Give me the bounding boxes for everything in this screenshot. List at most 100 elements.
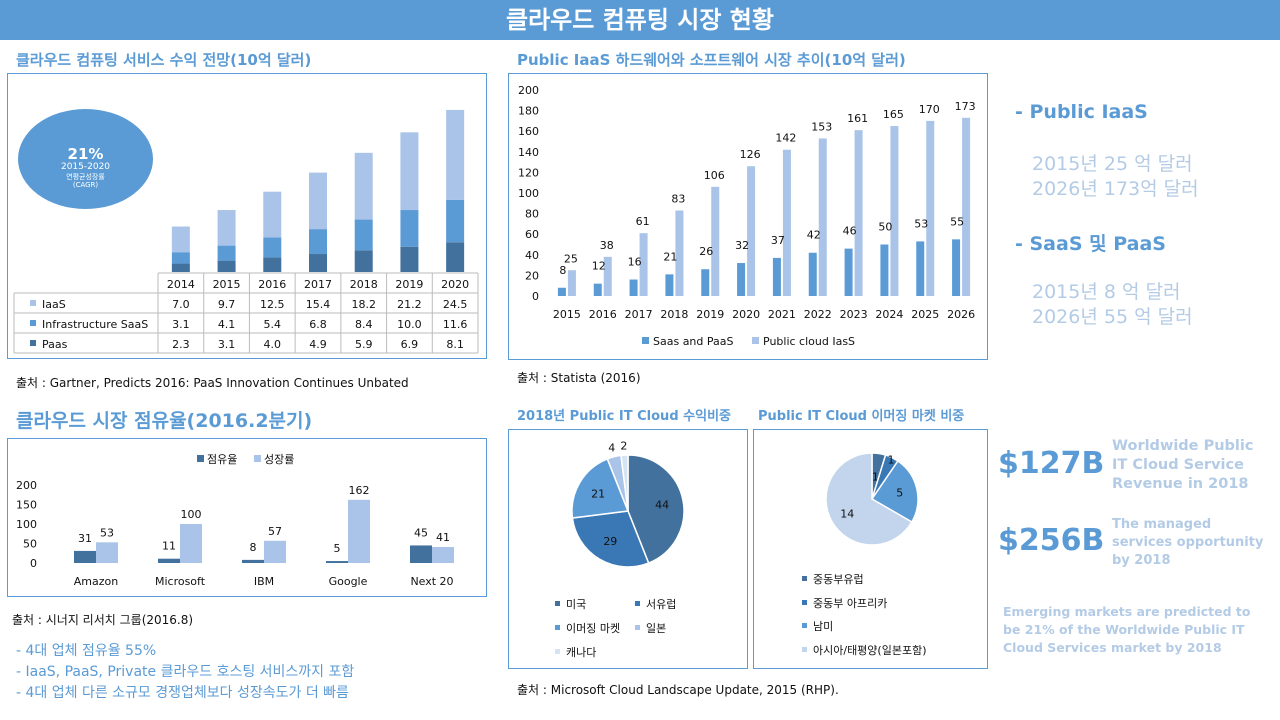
bar-infrastructure-saas [263, 237, 282, 258]
legend-swatch-saas-paas [642, 337, 649, 344]
bar-iaas [217, 210, 236, 246]
data-label-share: 5 [334, 542, 341, 555]
bar-growth [264, 540, 286, 563]
legend-label-public-cloud-iaas: Public cloud IasS [763, 335, 855, 348]
legend-swatch [555, 625, 560, 630]
x-tick-label: 2026 [947, 308, 975, 321]
data-label-saas-paas: 50 [878, 221, 892, 234]
data-label-growth: 41 [436, 531, 450, 544]
bar-public-cloud-iaas [711, 186, 720, 296]
bar-saas-paas [737, 263, 746, 296]
legend-label: 미국 [566, 598, 586, 611]
pie-value-label: 5 [896, 487, 903, 500]
bar-paas [171, 263, 190, 272]
bar-saas-paas [916, 241, 925, 296]
pie-value-label: 44 [655, 498, 669, 511]
y-tick-label: 160 [518, 125, 539, 138]
cagr-years: 2015-2020 [60, 162, 111, 172]
data-label-share: 11 [162, 540, 176, 553]
data-label-saas-paas: 32 [735, 239, 749, 252]
bar-public-cloud-iaas [747, 166, 756, 296]
y-tick-label: 120 [518, 166, 539, 179]
section4-title: 2018년 Public IT Cloud 수익비중 [517, 409, 731, 424]
table-value-label: 2.3 [172, 338, 190, 351]
bar-saas-paas [629, 279, 638, 296]
bar-saas-paas [772, 257, 781, 296]
stat1-label-line: IT Cloud Service [1112, 457, 1244, 473]
legend-swatch-public-cloud-iaas [752, 337, 759, 344]
table-year-label: 2019 [395, 278, 423, 291]
section3-source: 출처 : 시너지 리서치 그룹(2016.8) [12, 613, 194, 627]
cagr-value: 21% [67, 145, 104, 163]
bar-growth [96, 542, 118, 563]
x-tick-label: 2015 [553, 308, 581, 321]
table-value-label: 18.2 [351, 298, 376, 311]
pie-slice [571, 457, 630, 519]
pie-slice [620, 454, 629, 512]
bar-paas [354, 250, 373, 272]
pie-value-label: 1 [887, 454, 894, 467]
saas-side-line: 2026년 55 억 달러 [1032, 306, 1193, 328]
table-value-label: 3.1 [218, 338, 236, 351]
cagr-bubble: 21% 2015-2020 연평균성장률 (CAGR) [18, 109, 153, 209]
pie-value-label: 2 [620, 440, 627, 453]
legend-label-growth: 성장률 [264, 453, 294, 466]
bar-iaas [446, 109, 465, 200]
legend-label: 이머징 마켓 [566, 622, 620, 635]
bar-public-cloud-iaas [639, 233, 648, 296]
bar-paas [446, 242, 465, 272]
section3-title: 클라우드 시장 점유율(2016.2분기) [16, 410, 313, 432]
data-label-growth: 100 [181, 508, 202, 521]
bar-paas [309, 254, 327, 272]
table-series-label: IaaS [42, 298, 66, 311]
legend-swatch [635, 601, 640, 606]
bullet-item: - IaaS, PaaS, Private 클라우드 호스팅 서비스까지 포함 [16, 664, 355, 680]
data-label-growth: 57 [268, 525, 282, 538]
bar-infrastructure-saas [171, 252, 190, 264]
table-value-label: 3.1 [172, 318, 190, 331]
bar-paas [263, 257, 282, 272]
bar-iaas [171, 226, 190, 253]
table-value-label: 6.9 [401, 338, 419, 351]
bar-public-cloud-iaas [890, 126, 899, 296]
table-value-label: 4.1 [218, 318, 236, 331]
table-value-label: 8.4 [355, 318, 373, 331]
iaas-side-line: 2026년 173억 달러 [1032, 178, 1199, 200]
data-label-public-cloud-iaas: 170 [919, 103, 940, 116]
y-tick-label: 200 [16, 479, 37, 492]
legend-swatch [802, 647, 807, 652]
revenue-stacked-chart: 2014 2015 2016 2017 2018 2019 2020 IaaS 7.0 9.7 12… [13, 109, 479, 354]
bar-share [326, 561, 348, 563]
page-title: 클라우드 컴퓨팅 시장 현황 [506, 6, 774, 34]
bar-infrastructure-saas [354, 219, 373, 251]
bar-share [74, 550, 96, 563]
bar-public-cloud-iaas [782, 149, 791, 296]
x-tick-label: IBM [254, 575, 274, 588]
legend-swatch [635, 625, 640, 630]
data-label-growth: 162 [349, 484, 370, 497]
data-label-saas-paas: 46 [843, 225, 857, 238]
y-tick-label: 180 [518, 105, 539, 118]
x-tick-label: 2021 [768, 308, 796, 321]
section1-source: 출처 : Gartner, Predicts 2016: PaaS Innova… [16, 376, 409, 390]
emerging-note-line: Emerging markets are predicted to [1003, 604, 1251, 619]
bar-infrastructure-saas [446, 199, 465, 243]
iaas-trend-chart: 0 20 40 60 80 100 120 140 160 180 200 825 2015 12 38 20… [518, 84, 976, 348]
bar-saas-paas [701, 269, 710, 296]
x-tick-label: 2019 [696, 308, 724, 321]
pie-value-label: 29 [603, 535, 617, 548]
bar-saas-paas [952, 239, 961, 296]
stat1-label: Worldwide Public IT Cloud Service Revenu… [1112, 437, 1253, 494]
y-tick-label: 100 [518, 187, 539, 200]
section1-title: 클라우드 컴퓨팅 서비스 수익 전망(10억 달러) [16, 51, 312, 69]
stat1-value: $127B [998, 446, 1105, 481]
legend-label: 캐나다 [566, 646, 596, 659]
saas-side-line: 2015년 8 억 달러 [1032, 281, 1181, 303]
pie-value-label: 1 [872, 470, 879, 483]
data-label-public-cloud-iaas: 153 [811, 120, 832, 133]
legend-label-saas-paas: Saas and PaaS [653, 335, 734, 348]
iaas-trend-panel: 0 20 40 60 80 100 120 140 160 180 200 8 25 2015 12 38 20… [508, 73, 988, 360]
data-label-share: 45 [414, 526, 428, 539]
bar-iaas [263, 191, 282, 238]
